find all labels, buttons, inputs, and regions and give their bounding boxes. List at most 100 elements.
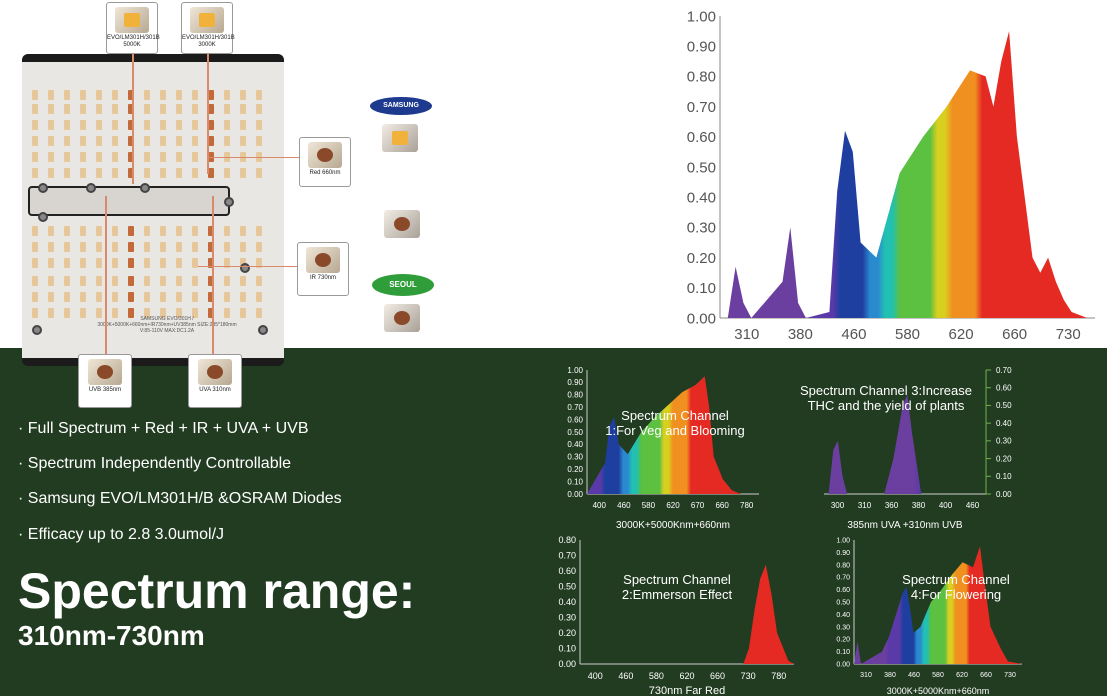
- y-tick-label: 0.30: [687, 220, 716, 237]
- x-tick-label: 730: [1056, 326, 1081, 343]
- led-diode: [32, 136, 38, 146]
- callout-line: [212, 196, 214, 356]
- led-diode: [160, 226, 166, 236]
- spectrum-area: [587, 376, 759, 494]
- led-diode: [80, 226, 86, 236]
- led-diode: [96, 308, 102, 318]
- x-tick-label: 730: [741, 671, 756, 681]
- led-diode: [176, 276, 182, 286]
- screw-icon: [86, 183, 96, 193]
- y-tick-label: 1.00: [567, 366, 583, 375]
- led-diode: [112, 152, 118, 162]
- x-tick-label: 660: [715, 501, 729, 510]
- y-tick-label: 0.40: [996, 419, 1012, 428]
- chip-callout-5000k: EVO/LM301H/301B 5000K: [106, 2, 160, 54]
- y-tick-label: 0.80: [687, 69, 716, 86]
- led-diode: [112, 258, 118, 268]
- x-tick-label: 620: [956, 672, 968, 679]
- led-diode: [240, 292, 246, 302]
- led-diode: [48, 226, 54, 236]
- spectrum-range-value: 310nm-730nm: [18, 620, 205, 651]
- led-diode: [144, 276, 150, 286]
- y-tick-label: 1.00: [687, 8, 716, 25]
- y-tick-label: 0.20: [836, 637, 850, 644]
- y-tick-label: 0.20: [558, 628, 576, 638]
- spectrum-range-headline: Spectrum range:: [18, 563, 416, 619]
- led-diode: [64, 308, 70, 318]
- chart-title: THC and the yield of plants: [808, 398, 965, 413]
- led-diode: [224, 276, 230, 286]
- screw-icon: [38, 183, 48, 193]
- x-axis-label: 3000K+5000Knm+660nm: [887, 686, 990, 696]
- led-diode: [224, 308, 230, 318]
- led-diode: [144, 258, 150, 268]
- led-diode: [144, 90, 150, 100]
- led-diode: [144, 104, 150, 114]
- led-diode: [96, 136, 102, 146]
- led-diode: [96, 242, 102, 252]
- chip-callout-uvb: UVB 385nm: [78, 354, 132, 408]
- y-tick-label: 0.00: [996, 490, 1012, 499]
- led-diode: [144, 120, 150, 130]
- white-led-chip-icon: [190, 7, 224, 33]
- led-diode: [64, 258, 70, 268]
- led-diode: [128, 276, 134, 286]
- led-diode: [80, 104, 86, 114]
- led-diode: [112, 276, 118, 286]
- led-diode: [208, 136, 214, 146]
- x-tick-label: 460: [908, 672, 920, 679]
- led-diode: [96, 152, 102, 162]
- screw-icon: [240, 263, 250, 273]
- chip-callout-ir: IR 730nm: [297, 242, 349, 296]
- board-rail: [28, 186, 230, 216]
- led-diode: [32, 276, 38, 286]
- y-tick-label: 0.50: [687, 159, 716, 176]
- screw-icon: [258, 325, 268, 335]
- y-tick-label: 0.30: [567, 453, 583, 462]
- led-diode: [48, 104, 54, 114]
- x-tick-label: 460: [618, 671, 633, 681]
- led-diode: [64, 136, 70, 146]
- y-tick-label: 0.00: [558, 659, 576, 669]
- y-tick-label: 0.30: [836, 624, 850, 631]
- feature-bullet-1: · Full Spectrum + Red + IR + UVA + UVB: [18, 420, 309, 437]
- led-diode: [144, 136, 150, 146]
- white-led-chip-icon: [115, 7, 149, 33]
- led-diode: [192, 292, 198, 302]
- led-diode: [128, 308, 134, 318]
- led-diode: [144, 292, 150, 302]
- screw-icon: [224, 197, 234, 207]
- led-diode: [32, 308, 38, 318]
- led-diode: [176, 258, 182, 268]
- led-diode: [64, 226, 70, 236]
- y-tick-label: 0.60: [687, 129, 716, 146]
- chart-title: Spectrum Channel: [621, 408, 729, 423]
- chip-callout-uva: UVA 310nm: [188, 354, 242, 408]
- led-diode: [160, 152, 166, 162]
- x-tick-label: 310: [858, 501, 872, 510]
- led-diode: [160, 308, 166, 318]
- led-diode: [48, 276, 54, 286]
- led-diode: [224, 104, 230, 114]
- y-tick-label: 0.00: [687, 310, 716, 327]
- led-diode: [208, 226, 214, 236]
- led-diode: [48, 242, 54, 252]
- channel-4-chart: 1.00 0.90 0.80 0.70 0.60 0.50 0.40 0.30 0.20 0.10…: [836, 537, 1022, 696]
- y-tick-label: 0.10: [996, 472, 1012, 481]
- x-tick-label: 580: [649, 671, 664, 681]
- led-diode: [208, 90, 214, 100]
- led-diode: [96, 90, 102, 100]
- y-tick-label: 0.70: [687, 99, 716, 116]
- led-diode: [160, 258, 166, 268]
- led-diode: [128, 226, 134, 236]
- y-tick-label: 0.70: [996, 366, 1012, 375]
- x-tick-label: 460: [966, 501, 980, 510]
- led-diode: [128, 152, 134, 162]
- spectrum-area: [727, 31, 1088, 318]
- x-tick-label: 400: [939, 501, 953, 510]
- led-diode: [64, 120, 70, 130]
- led-diode: [176, 242, 182, 252]
- led-diode: [160, 136, 166, 146]
- x-tick-label: 660: [710, 671, 725, 681]
- led-diode: [112, 308, 118, 318]
